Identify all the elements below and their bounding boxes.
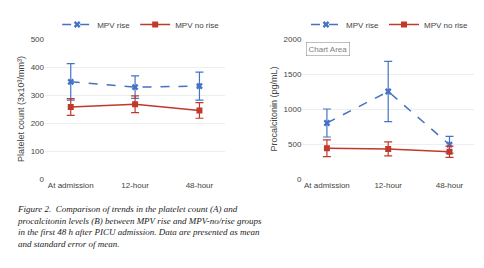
svg-text:100: 100 bbox=[31, 147, 45, 156]
svg-text:1500: 1500 bbox=[284, 70, 302, 79]
svg-text:48-hour: 48-hour bbox=[186, 181, 214, 190]
svg-text:500: 500 bbox=[31, 35, 45, 44]
svg-text:0: 0 bbox=[40, 175, 45, 184]
svg-text:Platelet count (3x10³/mm³): Platelet count (3x10³/mm³) bbox=[16, 56, 26, 162]
svg-text:12-hour: 12-hour bbox=[374, 181, 402, 190]
svg-text:Procalcitonin (pg/mL): Procalcitonin (pg/mL) bbox=[269, 66, 279, 151]
svg-text:MPV rise: MPV rise bbox=[346, 21, 379, 30]
svg-text:1000: 1000 bbox=[284, 105, 302, 114]
svg-text:0: 0 bbox=[297, 175, 302, 184]
svg-text:At admission: At admission bbox=[304, 181, 350, 190]
svg-text:Figure 2. Comparison of trend: Figure 2. Comparison of trends in the pl… bbox=[17, 204, 262, 249]
svg-text:200: 200 bbox=[31, 119, 45, 128]
svg-text:At admission: At admission bbox=[48, 181, 94, 190]
svg-text:Chart Area: Chart Area bbox=[309, 45, 348, 54]
svg-text:MPV no rise: MPV no rise bbox=[175, 21, 219, 30]
svg-text:2000: 2000 bbox=[284, 35, 302, 44]
svg-text:MPV rise: MPV rise bbox=[97, 21, 130, 30]
svg-text:48-hour: 48-hour bbox=[436, 181, 464, 190]
svg-text:300: 300 bbox=[31, 91, 45, 100]
svg-text:500: 500 bbox=[288, 140, 302, 149]
svg-text:12-hour: 12-hour bbox=[121, 181, 149, 190]
svg-text:MPV no rise: MPV no rise bbox=[424, 21, 468, 30]
svg-text:400: 400 bbox=[31, 63, 45, 72]
